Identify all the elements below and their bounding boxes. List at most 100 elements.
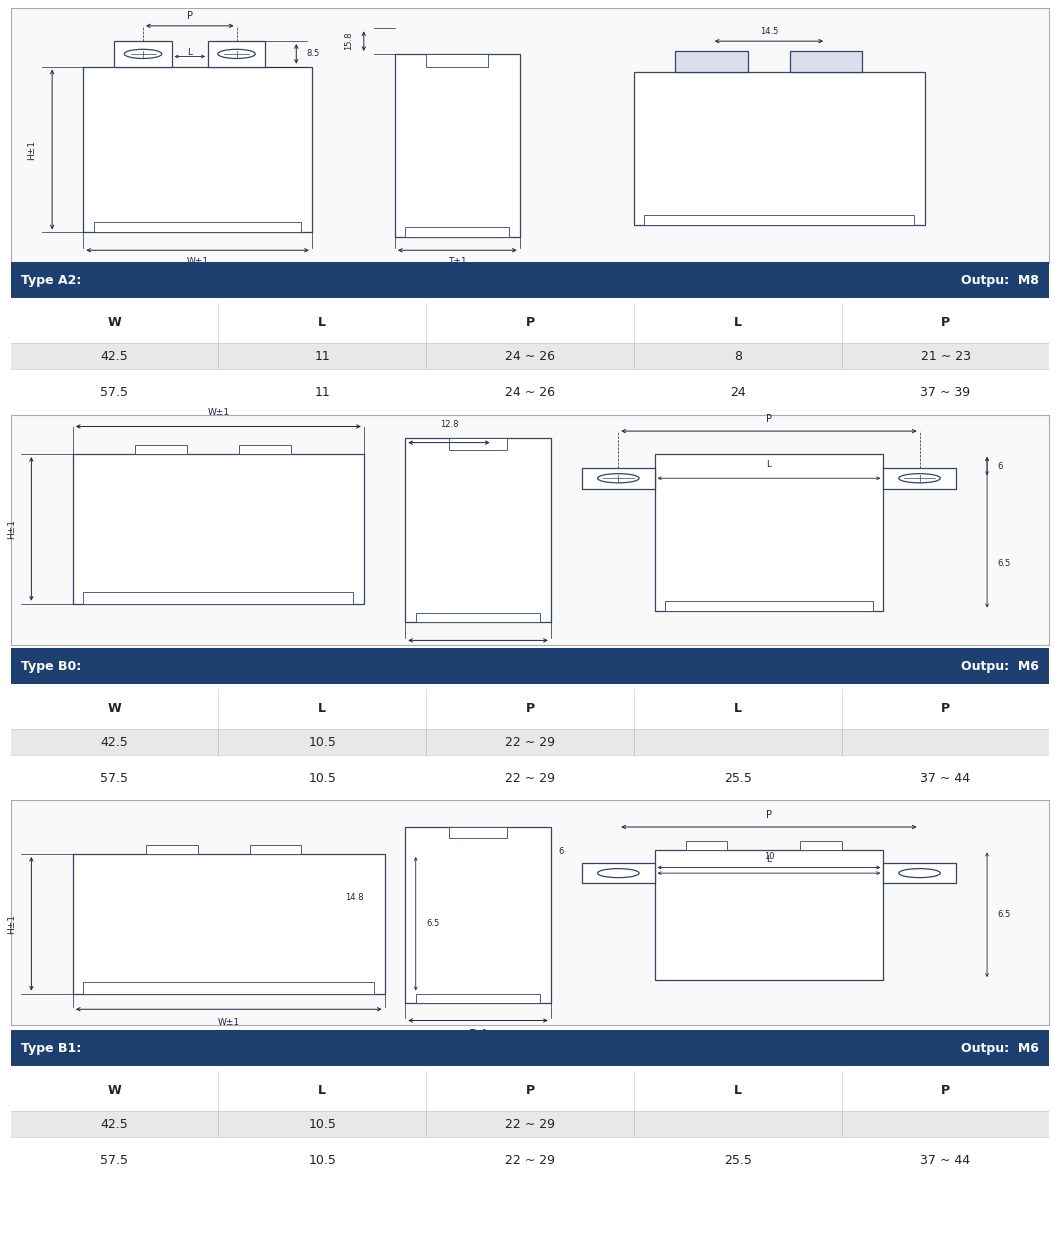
Text: 57.5: 57.5 (101, 1154, 128, 1167)
Text: L: L (734, 703, 742, 715)
Text: P: P (526, 1085, 534, 1097)
Bar (73, 853, 385, 994)
Text: 15.8: 15.8 (344, 32, 353, 51)
Text: 25.5: 25.5 (724, 1154, 752, 1167)
Bar (11, 729, 1049, 755)
Text: 22 ~ 29: 22 ~ 29 (505, 1118, 555, 1131)
Text: 10.5: 10.5 (308, 773, 336, 785)
Text: 57.5: 57.5 (101, 386, 128, 399)
Text: 10.5: 10.5 (308, 735, 336, 749)
Text: L: L (318, 703, 326, 715)
Text: 37 ~ 44: 37 ~ 44 (920, 1154, 971, 1167)
Bar (93, 223, 301, 233)
Bar (73, 454, 364, 603)
Text: 8: 8 (734, 350, 742, 363)
Text: Outpu:  M6: Outpu: M6 (961, 1041, 1039, 1055)
Text: L: L (766, 460, 772, 469)
Text: L: L (318, 316, 326, 330)
Text: P: P (941, 703, 950, 715)
Text: L: L (188, 49, 192, 57)
Text: P: P (941, 316, 950, 330)
Bar (426, 53, 489, 67)
Text: H±1: H±1 (6, 519, 16, 539)
Text: P: P (187, 11, 193, 21)
Text: L: L (734, 1085, 742, 1097)
Text: 11: 11 (315, 350, 330, 363)
Bar (84, 983, 374, 994)
Text: 14.8: 14.8 (346, 893, 364, 902)
Text: T±1: T±1 (469, 649, 488, 658)
Text: P: P (766, 414, 772, 424)
Text: P: P (526, 316, 534, 330)
Text: L: L (766, 855, 772, 865)
Text: 37 ~ 39: 37 ~ 39 (920, 386, 971, 399)
Bar (582, 863, 655, 883)
Text: W±1: W±1 (187, 256, 209, 266)
Bar (634, 72, 924, 225)
Bar (449, 438, 507, 449)
Text: H±1: H±1 (6, 914, 16, 934)
Bar (582, 468, 655, 489)
Text: 12.8: 12.8 (440, 419, 458, 429)
Text: W: W (108, 703, 121, 715)
Text: 25.5: 25.5 (724, 773, 752, 785)
Bar (249, 845, 301, 853)
Text: Type B0:: Type B0: (21, 659, 82, 673)
Bar (84, 592, 353, 603)
Text: 21 ~ 23: 21 ~ 23 (920, 350, 971, 363)
Bar (883, 863, 956, 883)
Bar (136, 445, 188, 454)
Bar (416, 994, 541, 1003)
Text: 6: 6 (997, 462, 1003, 470)
Bar (800, 841, 842, 850)
Text: W±1: W±1 (217, 1019, 240, 1028)
Text: Outpu:  M6: Outpu: M6 (961, 659, 1039, 673)
Text: 6.5: 6.5 (997, 911, 1011, 919)
Bar (416, 613, 541, 622)
Text: 22 ~ 29: 22 ~ 29 (505, 773, 555, 785)
Text: L: L (318, 1085, 326, 1097)
Text: 14.5: 14.5 (760, 27, 778, 36)
Bar (11, 262, 1049, 299)
Text: 6: 6 (559, 847, 564, 856)
Bar (665, 601, 872, 611)
Bar (675, 51, 748, 72)
Bar (11, 1111, 1049, 1137)
Text: T±1: T±1 (448, 256, 466, 266)
Bar (644, 214, 915, 225)
Bar (655, 850, 883, 980)
Bar (11, 343, 1049, 369)
Text: 42.5: 42.5 (101, 350, 128, 363)
Bar (84, 67, 312, 233)
Text: 10.5: 10.5 (308, 1154, 336, 1167)
Bar (114, 41, 172, 67)
Text: 10.5: 10.5 (308, 1118, 336, 1131)
Text: 42.5: 42.5 (101, 1118, 128, 1131)
Text: 24: 24 (730, 386, 745, 399)
Text: P: P (526, 703, 534, 715)
Bar (790, 51, 863, 72)
Bar (655, 454, 883, 611)
Bar (405, 827, 551, 1003)
Text: 42.5: 42.5 (101, 735, 128, 749)
Bar (145, 845, 197, 853)
Text: L: L (734, 316, 742, 330)
Text: P: P (766, 810, 772, 820)
Text: P: P (941, 1085, 950, 1097)
Text: T±1: T±1 (469, 1030, 488, 1039)
Text: 24 ~ 26: 24 ~ 26 (505, 350, 555, 363)
Bar (405, 228, 509, 238)
Bar (449, 827, 507, 838)
Text: 10: 10 (763, 852, 774, 861)
Text: 22 ~ 29: 22 ~ 29 (505, 1154, 555, 1167)
Bar (883, 468, 956, 489)
Text: 6.5: 6.5 (426, 919, 440, 928)
Text: W±1: W±1 (208, 408, 229, 417)
Text: Type B1:: Type B1: (21, 1041, 82, 1055)
Text: 57.5: 57.5 (101, 773, 128, 785)
Bar (208, 41, 265, 67)
Text: H±1: H±1 (28, 139, 37, 159)
Text: Outpu:  M8: Outpu: M8 (961, 274, 1039, 286)
Bar (11, 648, 1049, 684)
Text: 11: 11 (315, 386, 330, 399)
